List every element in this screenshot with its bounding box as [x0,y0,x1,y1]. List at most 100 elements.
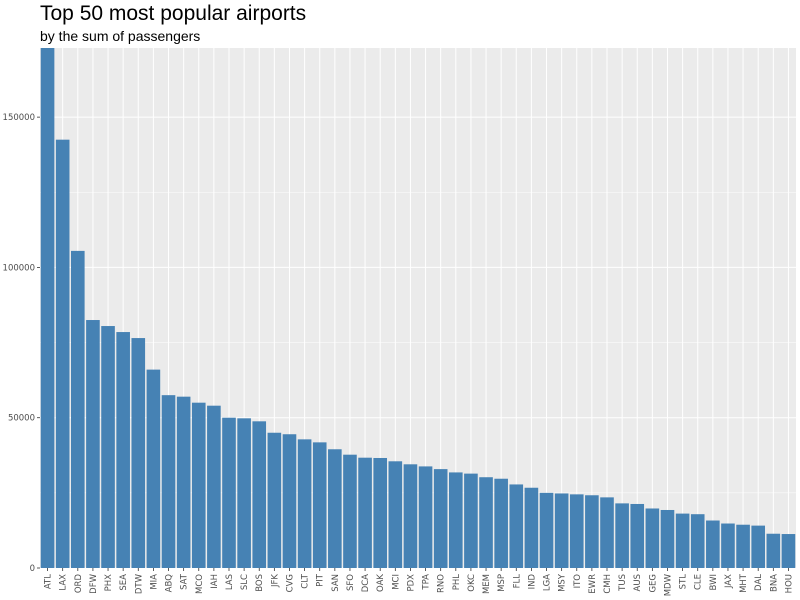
bar-hou [781,534,796,568]
y-tick-label: 100000 [3,263,35,273]
x-tick-label: MIA [149,574,159,590]
bar-cvg [282,434,297,568]
bar-sat [176,396,191,568]
bar-ito [569,494,584,568]
x-tick-label: ABQ [165,574,175,593]
x-tick-label: DTW [134,573,144,594]
bar-bwi [706,520,720,568]
x-tick-label: ORD [74,574,84,594]
x-tick-label: SLC [240,574,250,590]
x-tick-label: ATL [44,574,54,589]
x-tick-label: BOS [255,574,265,592]
x-tick-label: MHT [739,573,749,593]
x-tick-label: GEG [648,574,658,593]
x-tick-label: MDW [663,573,673,596]
bar-phl [448,472,463,568]
x-tick-label: TUS [618,574,628,592]
bar-bna [766,533,781,568]
x-tick-label: CLE [694,574,704,590]
bar-lga [539,492,554,568]
x-tick-label: PHL [452,574,462,591]
bar-mem [479,477,493,568]
bar-iah [207,405,221,568]
bar-stl [675,513,690,568]
bar-mco [191,402,206,568]
y-tick-label: 150000 [3,113,35,123]
bar-fll [509,484,524,568]
x-tick-label: MSY [558,573,568,592]
x-tick-label: DFW [89,573,99,593]
bar-dal [751,525,766,568]
bar-oak [373,457,388,568]
chart-title: Top 50 most popular airports [40,2,307,25]
bar-msy [554,493,569,568]
y-tick-label: 0 [30,564,35,574]
bar-clt [297,439,312,568]
bar-jax [721,523,735,568]
x-tick-label: CMH [603,574,613,594]
bar-mci [388,461,403,568]
x-tick-label: LAX [59,574,69,591]
chart-subtitle: by the sum of passengers [40,28,201,44]
bar-slc [237,418,251,568]
bar-cle [690,514,705,568]
bar-cmh [600,497,614,568]
bar-atl [40,48,55,568]
bar-san [328,449,342,568]
x-tick-label: PDX [406,574,416,592]
bar-pdx [403,464,418,568]
x-axis-ticks: ATL LAX ORD DFW PHX SEA DTW MIA ABQ SAT MCO IAH LAS S… [44,568,794,596]
bar-sfo [343,454,357,568]
y-tick-label: 50000 [8,414,35,424]
x-tick-label: SAN [331,574,341,592]
x-tick-label: PIT [316,573,326,587]
x-tick-label: CVG [285,574,295,592]
x-tick-label: ITO [573,574,583,589]
bar-lax [55,139,70,568]
x-tick-label: SAT [180,573,190,590]
bar-bos [252,421,267,568]
bar-sea [116,332,130,568]
bar-dfw [86,320,100,568]
x-tick-label: TPA [422,574,432,591]
x-tick-label: EWR [588,574,598,594]
x-tick-label: MCO [195,574,205,594]
x-tick-label: STL [679,574,689,590]
x-tick-label: DCA [361,574,371,592]
x-tick-label: PHX [104,574,114,592]
x-tick-label: IAH [210,574,220,589]
bar-dtw [131,338,146,568]
x-tick-label: OAK [376,574,386,592]
x-tick-label: LAS [225,574,235,590]
x-tick-label: HOU [784,574,794,593]
x-tick-label: SEA [119,574,129,591]
x-tick-label: FLL [512,574,522,589]
x-tick-label: AUS [633,574,643,591]
y-axis-ticks: 0 50000 100000 150000 [3,113,40,574]
x-tick-label: MSP [497,574,507,592]
x-tick-label: SFO [346,574,356,591]
x-tick-label: MEM [482,574,492,594]
bar-mdw [660,509,675,568]
bar-las [222,417,236,568]
x-tick-label: MCI [391,574,401,590]
bar-rno [433,469,448,568]
bar-pit [312,442,327,568]
bar-abq [161,395,176,568]
bar-okc [464,473,478,568]
x-tick-label: OKC [467,574,477,592]
bar-phx [101,326,115,568]
bar-mht [736,524,750,568]
bar-mia [146,369,161,568]
bar-ewr [585,495,599,568]
x-tick-label: CLT [301,573,311,589]
bar-aus [630,503,645,568]
bar-tpa [418,466,433,568]
x-tick-label: JFK [270,574,280,588]
bar-dca [358,457,372,568]
bar-tus [615,503,629,568]
bar-ord [70,250,85,568]
x-tick-label: JAX [724,574,734,589]
x-tick-label: DAL [754,574,764,591]
